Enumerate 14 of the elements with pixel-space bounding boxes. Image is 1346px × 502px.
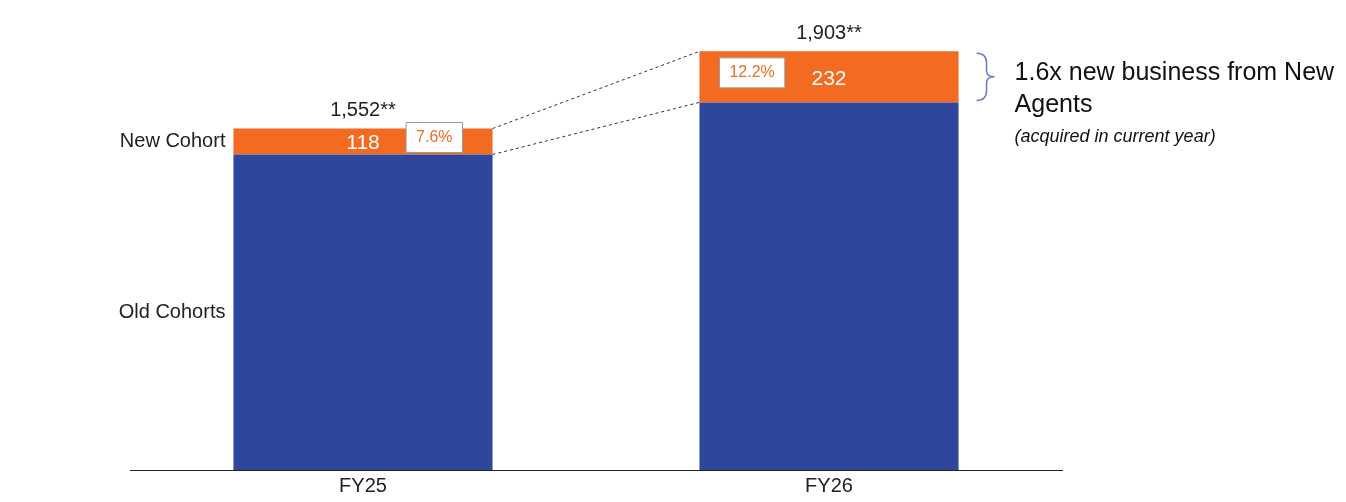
x-tick-label: FY25 xyxy=(339,473,387,496)
data-label: 118 xyxy=(346,130,380,154)
series-label: New Cohort xyxy=(119,129,226,152)
annotation: 7.6% xyxy=(416,127,453,145)
x-tick-label: FY26 xyxy=(805,473,853,496)
total-label: 1,552** xyxy=(330,98,397,121)
annotation: (acquired in current year) xyxy=(1014,126,1216,147)
annotation: 1.6x new business from New Agents xyxy=(1014,57,1336,118)
total-label: 1,903** xyxy=(796,20,863,43)
series-label: Old Cohorts xyxy=(118,299,226,322)
data-label: 232 xyxy=(811,65,847,89)
bar xyxy=(699,102,959,470)
annotation: 12.2% xyxy=(729,63,775,81)
bar xyxy=(233,154,493,470)
